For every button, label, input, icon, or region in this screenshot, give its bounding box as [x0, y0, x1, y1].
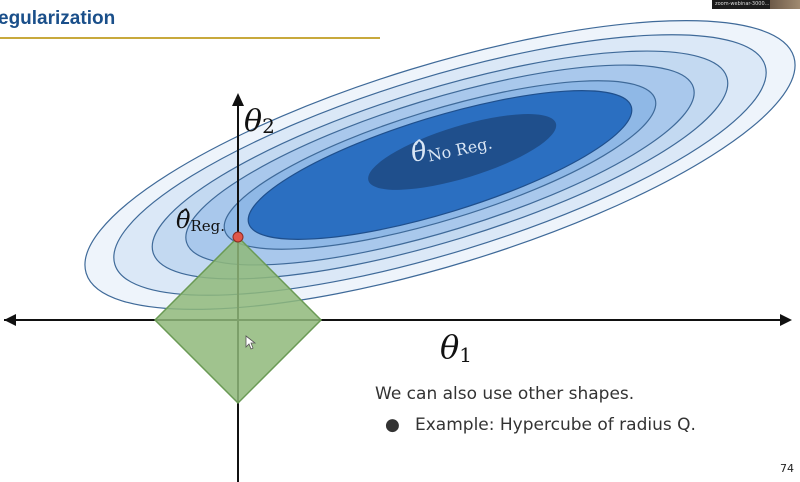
page-number: 74 — [780, 462, 794, 475]
participant-video — [770, 0, 800, 9]
mouse-cursor-icon — [245, 335, 257, 350]
theta1-axis-arrow-right — [780, 314, 792, 326]
unregularized-symbol: θ̂ — [408, 136, 430, 169]
title-underline — [0, 37, 380, 39]
contour-core — [368, 114, 557, 190]
theta2-symbol: θ — [244, 104, 262, 139]
regularized-subscript: Reg. — [190, 217, 225, 235]
theta2-subscript: 2 — [262, 114, 275, 138]
theta2-axis-arrow — [232, 93, 244, 106]
regularized-label: θ̂Reg. — [176, 206, 225, 235]
slide-title: egularization — [0, 8, 116, 29]
participant-thumbnail[interactable]: zoom-webinar-3000... — [712, 0, 800, 9]
bullet-text: Example: Hypercube of radius Q. — [415, 415, 696, 435]
regularized-symbol: θ̂ — [176, 206, 191, 234]
regularized-solution-point — [232, 231, 244, 243]
theta1-symbol: θ — [440, 328, 459, 366]
bullet-item: ● Example: Hypercube of radius Q. — [385, 415, 696, 435]
theta1-axis-arrow-left — [4, 314, 16, 326]
caption-text: We can also use other shapes. — [375, 384, 635, 404]
loss-contours — [84, 20, 796, 310]
theta1-label: θ1 — [440, 328, 472, 367]
l1-constraint-diamond — [153, 235, 323, 405]
theta2-label: θ2 — [244, 104, 275, 139]
bullet-dot-icon: ● — [385, 415, 400, 435]
theta1-subscript: 1 — [459, 343, 472, 367]
participant-label: zoom-webinar-3000... — [715, 1, 770, 7]
